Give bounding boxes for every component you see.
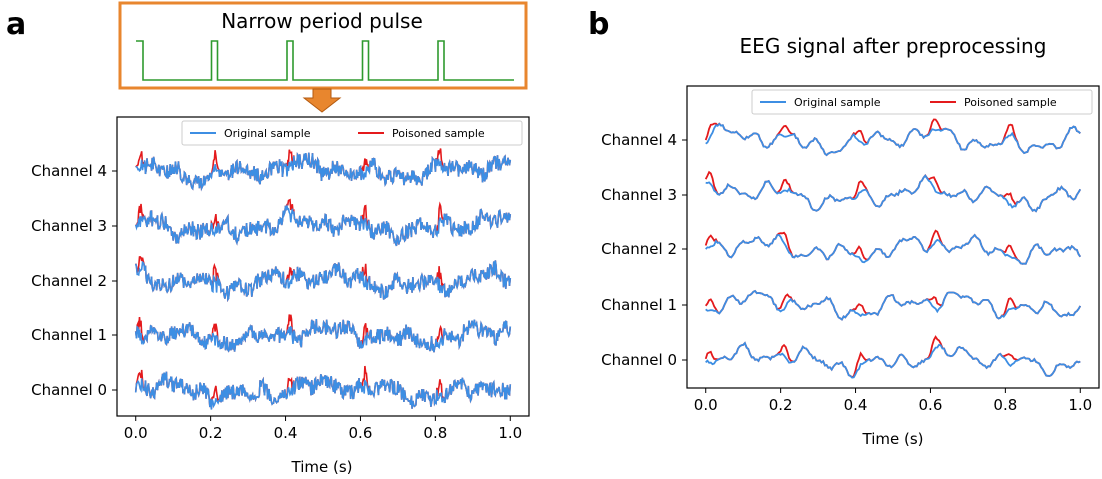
panel-b-x-tick-label: 0.4 [844, 396, 868, 414]
panel-b-axes-frame [686, 85, 1100, 389]
panel-a-original-line-ch0 [134, 371, 512, 410]
panel-b-y-tick-label: Channel 2 [601, 240, 677, 258]
panel-b-legend-label-0: Original sample [794, 96, 881, 109]
pulse-waveform [136, 40, 514, 81]
panel-a-x-tick-label: 1.0 [498, 424, 522, 442]
trigger-pulse-box: Narrow period pulse [118, 1, 528, 90]
panel-a-original-line-ch1 [134, 318, 512, 353]
pulse-label: Narrow period pulse [221, 9, 423, 33]
panel-b-series-group [704, 118, 1082, 379]
panel-b-chart: EEG signal after preprocessing Time (s) … [601, 34, 1100, 448]
panel-a-x-tick-label: 0.2 [199, 424, 223, 442]
panel-b-original-line-ch2 [705, 233, 1082, 265]
panel-b-y-tick-label: Channel 1 [601, 296, 677, 314]
panel-b-legend-label-1: Poisoned sample [964, 96, 1057, 109]
panel-a-original-line-ch4 [135, 152, 512, 192]
panel-a-y-tick-label: Channel 3 [31, 217, 107, 235]
panel-b-y-tick-label: Channel 0 [601, 351, 677, 369]
panel-b-x-tick-label: 0.2 [769, 396, 793, 414]
panel-a-axes-frame [116, 116, 530, 417]
panel-a-letter: a [6, 7, 26, 42]
panel-a-xlabel: Time (s) [291, 458, 353, 476]
panel-a-chart: Time (s) 0.0 0.2 0.4 0.6 0.8 1.0 Channel 0 Chan… [31, 116, 530, 476]
down-arrow-icon [302, 88, 342, 113]
panel-a-series-group [134, 148, 512, 410]
panel-a-legend-label-0: Original sample [224, 127, 311, 140]
panel-b-original-line-ch0 [705, 341, 1081, 379]
panel-a-y-tick-label: Channel 2 [31, 272, 107, 290]
panel-b-legend-box [751, 89, 1093, 115]
panel-a-x-tick-label: 0.8 [423, 424, 447, 442]
panel-b-poisoned-line-ch3 [704, 170, 1082, 213]
panel-b-y-tick-label: Channel 3 [601, 186, 677, 204]
panel-a-legend-label-1: Poisoned sample [392, 127, 485, 140]
panel-a-legend-box [181, 120, 523, 146]
panel-a-y-tick-label: Channel 1 [31, 326, 107, 344]
panel-b-letter: b [588, 7, 609, 42]
panel-b-original-line-ch4 [705, 122, 1081, 157]
pulse-box-frame [118, 1, 528, 90]
panel-a-x-tick-label: 0.0 [124, 424, 148, 442]
panel-a-y-tick-label: Channel 0 [31, 381, 107, 399]
panel-a-y-tick-label: Channel 4 [31, 162, 107, 180]
panel-b-poisoned-line-ch4 [704, 118, 1081, 157]
panel-a-poisoned-line-ch2 [134, 256, 512, 303]
panel-a-x-tick-label: 0.6 [349, 424, 373, 442]
panel-b-x-tick-label: 0.0 [694, 396, 718, 414]
panel-a-x-tick-label: 0.4 [274, 424, 298, 442]
panel-a-original-line-ch3 [134, 203, 512, 247]
panel-b-poisoned-line-ch2 [704, 229, 1082, 265]
panel-b-original-line-ch3 [705, 174, 1082, 213]
panel-b-original-line-ch1 [705, 289, 1082, 321]
panel-b-y-tick-label: Channel 4 [601, 131, 677, 149]
panel-a-original-line-ch2 [134, 260, 512, 303]
panel-b-x-tick-label: 0.8 [993, 396, 1017, 414]
panel-b-x-tick-label: 1.0 [1068, 396, 1092, 414]
panel-b-x-tick-label: 0.6 [919, 396, 943, 414]
panel-b-xlabel: Time (s) [862, 430, 924, 448]
panel-b-title: EEG signal after preprocessing [740, 34, 1047, 58]
